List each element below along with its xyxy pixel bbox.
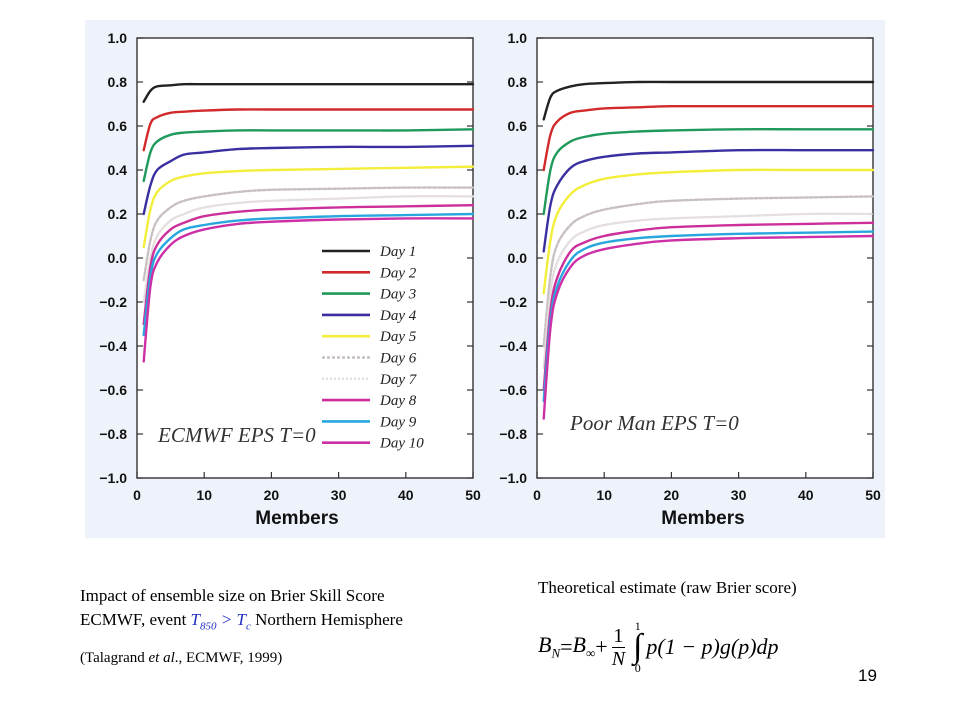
chart-panel-2: 1.0 0.8 0.6 0.4 0.2 0.0 −0.2 −0.4 −0.6 −0.8 −1.0 0 1… (485, 20, 885, 538)
x-tick-label: 0 (533, 487, 541, 503)
formula-lhs: BN (538, 632, 561, 661)
series-line-day-6 (142, 186, 475, 282)
y-tick-label: 0.0 (508, 250, 528, 266)
y-tick-label: 0.6 (508, 118, 528, 134)
series-line-day-1 (142, 82, 475, 103)
series-line-day-5 (142, 165, 475, 249)
plot-area (536, 37, 874, 479)
y-tick-label: −0.2 (99, 294, 127, 310)
legend-entry: Day 7 (379, 372, 418, 388)
formula-heading: Theoretical estimate (raw Brier score) (538, 578, 797, 597)
chart-panel-1: 1.0 0.8 0.6 0.4 0.2 0.0 −0.2 −0.4 −0.6 −0.8 −1.0 0 1… (85, 20, 485, 538)
y-tick-label: 0.6 (108, 118, 128, 134)
legend-entry: Day 6 (379, 351, 417, 367)
brier-formula: BN = B∞ + 1 N 1 ∫ 0 p(1 − p)g(p)dp (538, 620, 779, 674)
formula-fraction: 1 N (611, 624, 626, 670)
series-line-day-6 (542, 195, 875, 348)
x-axis-label: Members (255, 508, 338, 529)
integral-sign: 1 ∫ 0 (633, 619, 643, 675)
caption-title: Impact of ensemble size on Brier Skill S… (80, 586, 385, 605)
y-tick-label: −0.8 (499, 426, 527, 442)
x-tick-label: 10 (596, 487, 612, 503)
x-tick-label: 40 (398, 487, 414, 503)
series-line-day-3 (142, 128, 475, 183)
x-tick-label: 20 (664, 487, 680, 503)
x-tick-label: 50 (865, 487, 881, 503)
y-tick-label: 0.8 (508, 74, 528, 90)
y-tick-label: 0.8 (108, 74, 128, 90)
y-tick-label: 1.0 (108, 30, 128, 46)
caption-line-1: Impact of ensemble size on Brier Skill S… (80, 584, 385, 608)
series-line-day-9 (142, 212, 475, 337)
x-axis-label: Members (661, 508, 744, 529)
y-tick-label: 0.2 (508, 206, 528, 222)
x-tick-label: 30 (731, 487, 747, 503)
y-tick-label: −1.0 (99, 470, 127, 486)
y-tick-label: −0.8 (99, 426, 127, 442)
series-line-day-8 (142, 204, 475, 326)
y-tick-label: 0.0 (108, 250, 128, 266)
series-line-day-10 (542, 234, 875, 420)
y-tick-label: −0.4 (99, 338, 127, 354)
legend-entry: Day 3 (379, 287, 416, 303)
series-line-day-1 (542, 80, 875, 121)
legend-entry: Day 1 (379, 244, 416, 260)
page-number: 19 (858, 666, 877, 685)
legend-entry: Day 8 (379, 393, 417, 409)
caption-event-prefix: ECMWF, event (80, 610, 191, 629)
greater-than-sign: > (216, 610, 237, 629)
series-line-day-4 (542, 148, 875, 253)
formula-plus: + (595, 634, 608, 659)
x-tick-label: 0 (133, 487, 141, 503)
legend-entry: Day 2 (379, 265, 417, 281)
panel-title: ECMWF EPS T=0 (157, 423, 316, 447)
legend: Day 1 Day 2 Day 3 Day 4 Day 5 Day 6 Day 7 Day 8… (322, 244, 424, 452)
y-tick-label: 1.0 (508, 30, 528, 46)
caption-region: Northern Hemisphere (250, 610, 403, 629)
series-line-day-8 (542, 221, 875, 392)
formula-integrand: p(1 − p)g(p)dp (646, 634, 779, 659)
legend-entry: Day 4 (379, 308, 417, 324)
chart-figure: 1.0 0.8 0.6 0.4 0.2 0.0 −0.2 −0.4 −0.6 −0.8 −1.0 0 1… (85, 20, 885, 538)
symbol-tc: Tc (236, 610, 251, 633)
legend-entry: Day 5 (379, 329, 417, 345)
series-line-day-7 (142, 195, 475, 304)
x-tick-label: 50 (465, 487, 481, 503)
series-line-day-5 (542, 168, 875, 295)
x-tick-label: 40 (798, 487, 814, 503)
y-tick-label: 0.2 (108, 206, 128, 222)
panel-title: Poor Man EPS T=0 (569, 411, 739, 435)
y-tick-label: −0.2 (499, 294, 527, 310)
formula-binf: B∞ (572, 632, 596, 661)
y-tick-label: −1.0 (499, 470, 527, 486)
y-tick-label: −0.6 (99, 382, 127, 398)
y-tick-label: 0.4 (508, 162, 528, 178)
x-tick-label: 20 (264, 487, 280, 503)
symbol-t850: T850 (190, 610, 217, 633)
series-line-day-4 (142, 144, 475, 216)
series-line-day-10 (142, 217, 475, 363)
x-tick-label: 10 (196, 487, 212, 503)
series-line-day-2 (542, 104, 875, 172)
citation: (Talagrand et al., ECMWF, 1999) (80, 650, 283, 666)
caption-line-2: ECMWF, event T850 > Tc Northern Hemisphe… (80, 608, 403, 638)
series-line-day-9 (542, 230, 875, 403)
series-line-day-2 (142, 108, 475, 152)
y-tick-label: 0.4 (108, 162, 128, 178)
legend-entry: Day 10 (379, 436, 424, 452)
series-line-day-7 (542, 212, 875, 370)
series-line-day-3 (542, 128, 875, 216)
formula-equals: = (560, 634, 573, 659)
plot-area (136, 37, 474, 479)
y-tick-label: −0.4 (499, 338, 527, 354)
legend-entry: Day 9 (379, 414, 417, 430)
y-tick-label: −0.6 (499, 382, 527, 398)
x-tick-label: 30 (331, 487, 347, 503)
